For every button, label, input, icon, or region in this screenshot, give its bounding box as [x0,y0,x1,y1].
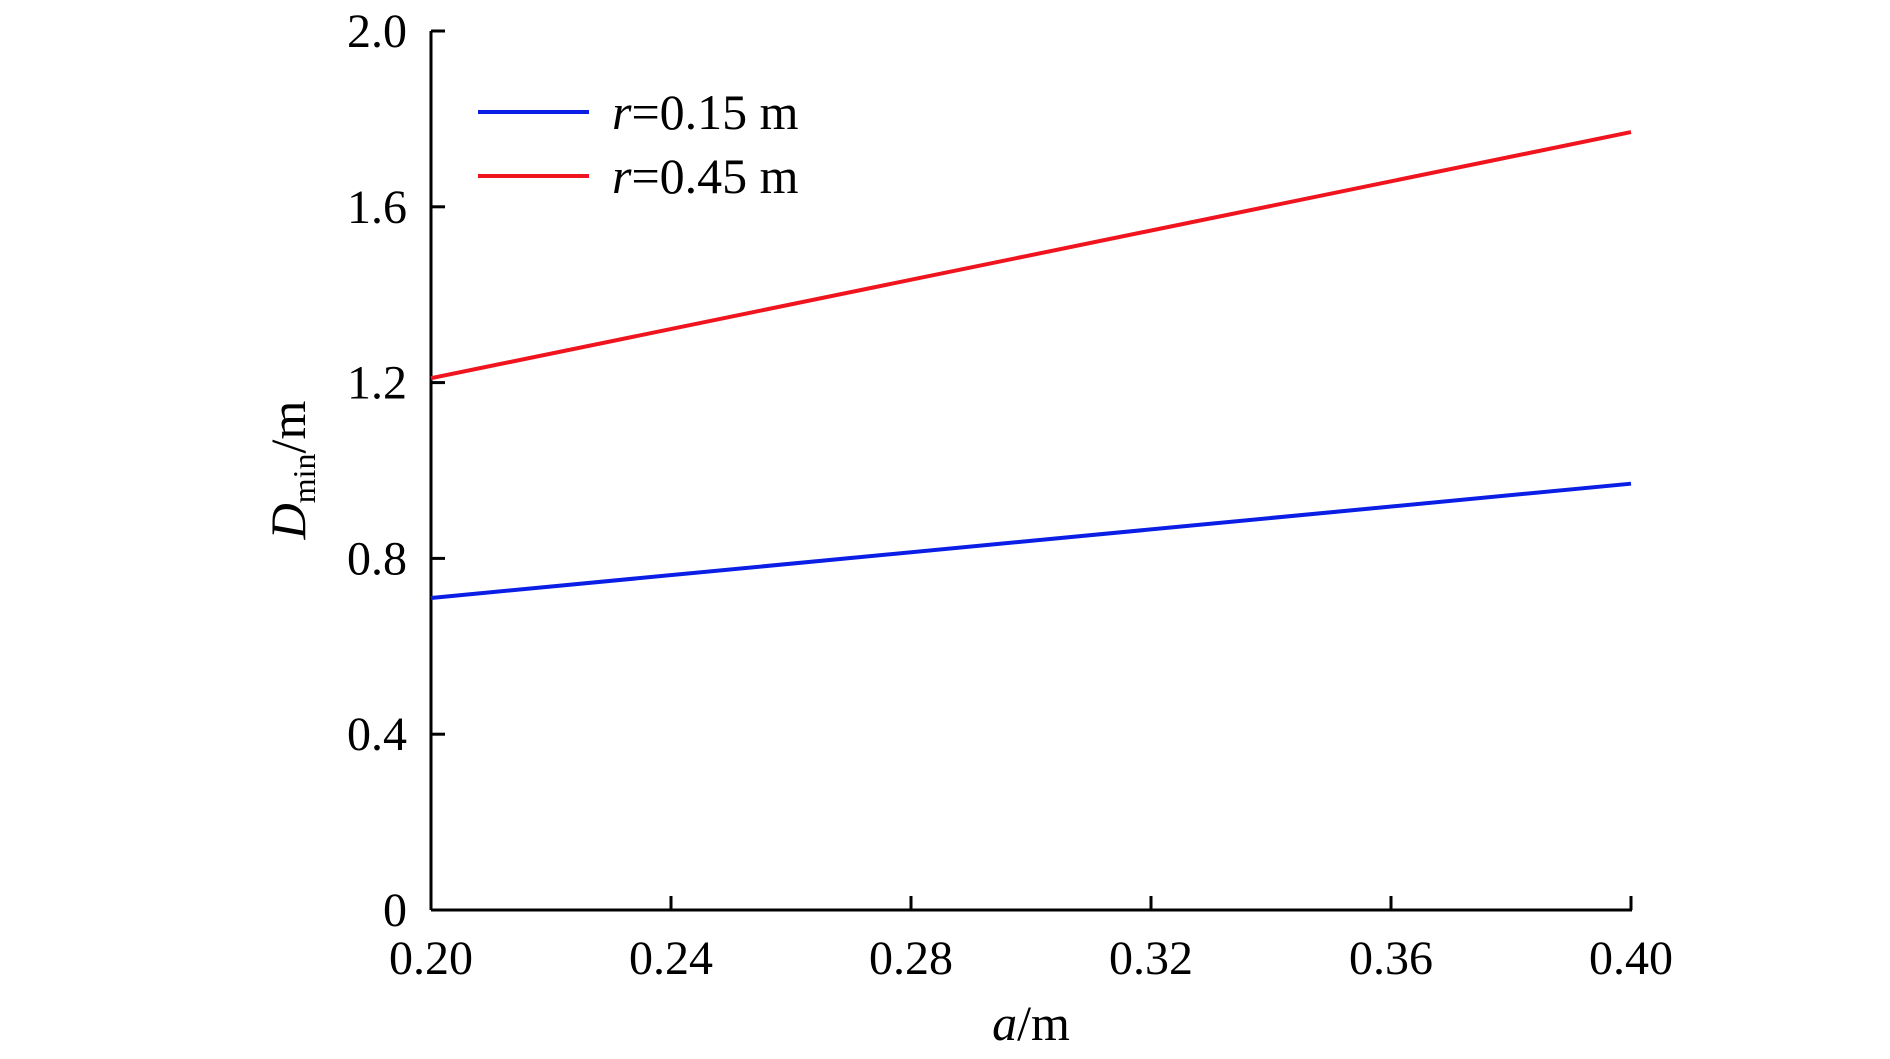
x-tick-label: 0.28 [869,932,953,985]
y-tick-label: 1.6 [347,181,407,234]
series-group [430,130,1632,600]
legend-label-1: r=0.15 m [612,84,799,140]
x-tick-label: 0.32 [1109,932,1193,985]
y-tick-label: 0.4 [347,708,407,761]
y-tick-label: 0 [383,884,407,937]
y-axis-title: Dmin/m [260,401,322,541]
y-tick-label: 0.8 [347,532,407,585]
y-axis-ticks: 0 0.4 0.8 1.2 1.6 2.0 [347,5,445,937]
x-tick-label: 0.40 [1589,932,1673,985]
series-line-1 [430,481,1632,600]
x-axis-title: a/m [992,995,1070,1051]
x-tick-label: 0.36 [1349,932,1433,985]
x-tick-label: 0.24 [629,932,713,985]
legend-label-2: r=0.45 m [612,148,799,204]
x-tick-label: 0.20 [389,932,473,985]
x-axis-ticks: 0.20 0.24 0.28 0.32 0.36 0.40 [389,896,1673,985]
legend: r=0.15 m r=0.45 m [478,84,799,204]
y-tick-label: 1.2 [347,357,407,410]
y-tick-label: 2.0 [347,5,407,58]
series-line-2 [430,130,1632,381]
